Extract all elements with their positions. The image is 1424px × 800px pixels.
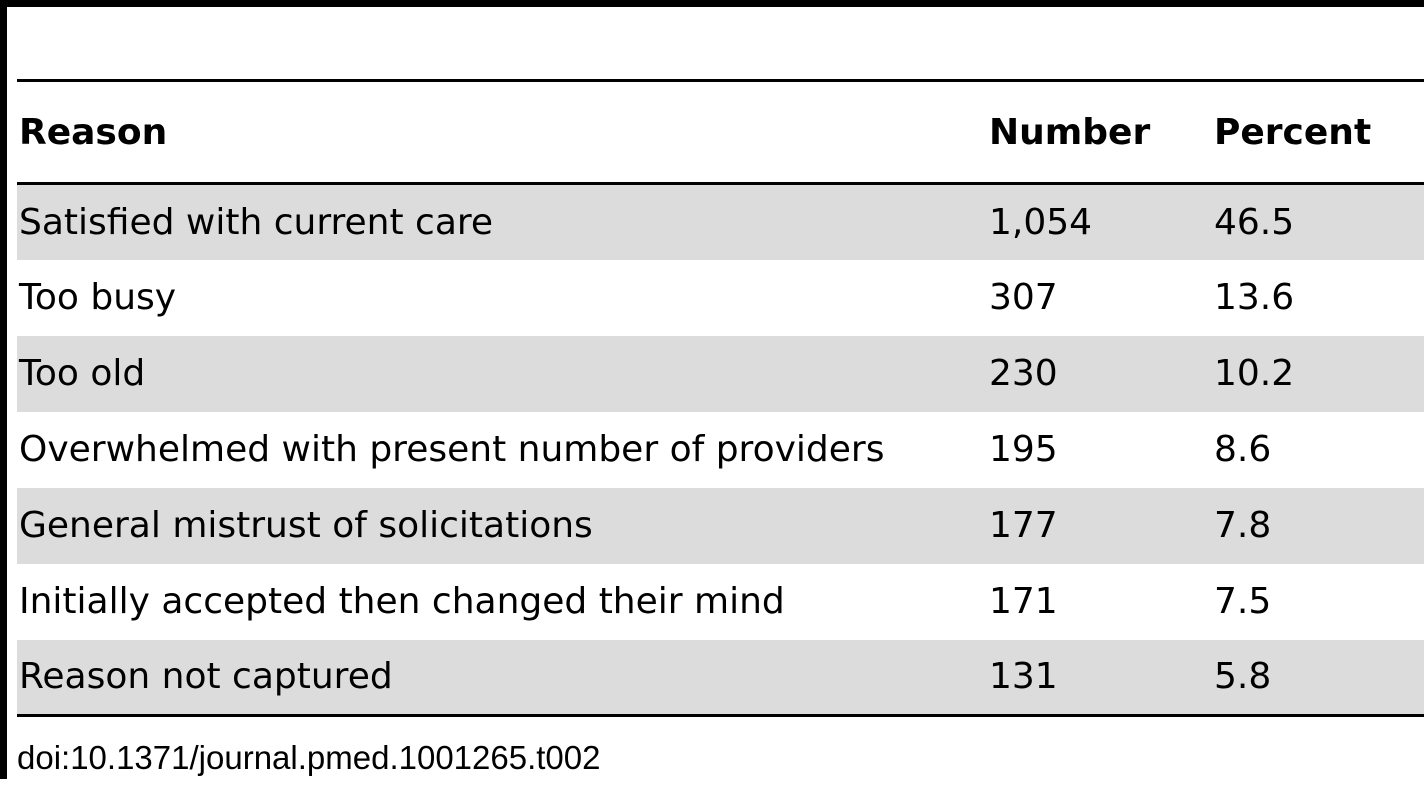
- table-row: Initially accepted then changed their mi…: [17, 564, 1424, 640]
- header-number: Number: [989, 111, 1151, 153]
- table-row: Satisfied with current care 1,054 46.5: [17, 183, 1424, 260]
- cell-percent: 10.2: [1214, 353, 1295, 394]
- cell-reason: Overwhelmed with present number of provi…: [19, 429, 885, 470]
- cell-number: 1,054: [989, 201, 1093, 243]
- cell-reason: Reason not captured: [19, 656, 393, 698]
- doi-footnote: doi:10.1371/journal.pmed.1001265.t002: [17, 739, 601, 776]
- table-row: Overwhelmed with present number of provi…: [17, 412, 1424, 488]
- cell-reason: Satisfied with current care: [19, 201, 494, 243]
- table-header: Reason Number Percent: [17, 80, 1424, 184]
- cell-reason: General mistrust of solicitations: [19, 505, 593, 546]
- table-row: Too busy 307 13.6: [17, 260, 1424, 336]
- table-row: Too old 230 10.2: [17, 335, 1424, 412]
- reasons-table: Reason Number Percent Satisfied with cur…: [17, 79, 1424, 717]
- table-body: Satisfied with current care 1,054 46.5 T…: [17, 183, 1424, 716]
- header-row: Reason Number Percent: [17, 80, 1424, 184]
- cell-percent: 7.5: [1214, 581, 1272, 622]
- table-row: Reason not captured 131 5.8: [17, 639, 1424, 716]
- cell-percent: 13.6: [1214, 277, 1295, 318]
- reasons-table-container: Reason Number Percent Satisfied with cur…: [17, 79, 1424, 717]
- cell-number: 131: [989, 656, 1058, 698]
- top-border-rule: [0, 0, 1424, 7]
- cell-number: 171: [989, 581, 1058, 622]
- cell-number: 230: [989, 353, 1058, 394]
- cell-percent: 7.8: [1214, 505, 1272, 546]
- cell-percent: 46.5: [1214, 201, 1295, 243]
- cell-reason: Too old: [19, 353, 146, 394]
- cell-reason: Too busy: [19, 277, 177, 318]
- cell-number: 195: [989, 429, 1058, 470]
- table-row: General mistrust of solicitations 177 7.…: [17, 487, 1424, 564]
- cell-number: 177: [989, 505, 1058, 546]
- cell-reason: Initially accepted then changed their mi…: [19, 581, 785, 622]
- cell-percent: 8.6: [1214, 429, 1272, 470]
- header-reason: Reason: [19, 111, 168, 153]
- header-percent: Percent: [1214, 111, 1372, 153]
- cell-percent: 5.8: [1214, 656, 1272, 698]
- left-border-rule: [0, 0, 7, 779]
- cell-number: 307: [989, 277, 1058, 318]
